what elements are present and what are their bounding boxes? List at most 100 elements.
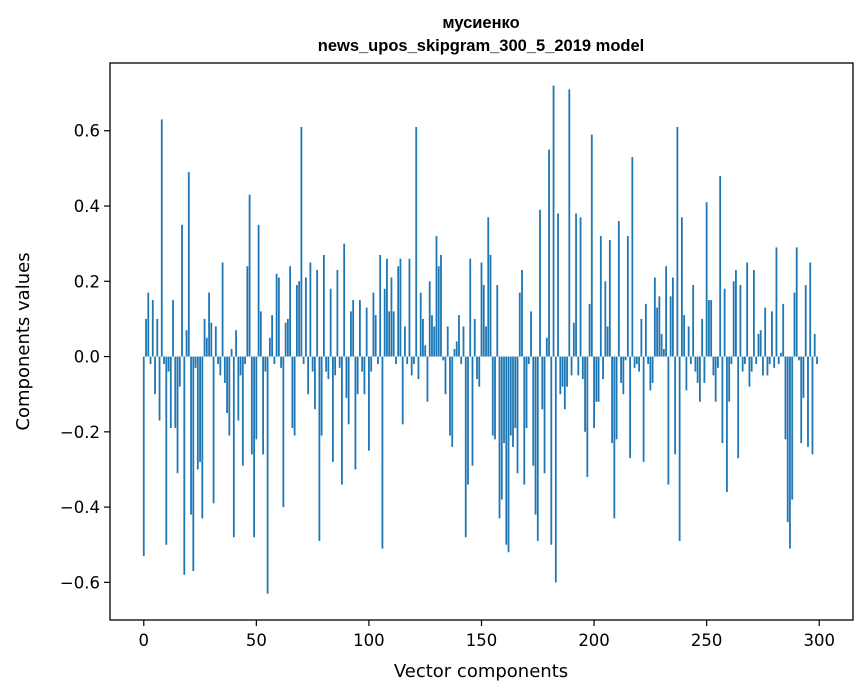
bar <box>235 330 237 357</box>
bar <box>350 311 352 357</box>
bar <box>210 322 213 357</box>
bar <box>295 285 298 357</box>
bar <box>192 356 195 572</box>
bar <box>455 341 458 357</box>
x-tick-label: 0 <box>139 631 150 650</box>
bar <box>241 356 244 466</box>
bar <box>744 356 746 365</box>
bar <box>638 356 641 372</box>
y-tick-label: 0.2 <box>74 272 100 291</box>
bar <box>813 333 816 357</box>
bar <box>525 356 528 429</box>
y-tick-label: −0.4 <box>60 498 100 517</box>
bar <box>784 356 787 440</box>
bar <box>325 356 328 372</box>
bar <box>611 356 613 444</box>
bar <box>656 307 659 357</box>
bar <box>262 356 264 455</box>
bar <box>671 277 674 357</box>
y-tick-label: 0.4 <box>74 197 100 216</box>
bar <box>406 356 409 365</box>
bar <box>617 221 620 357</box>
bar <box>548 149 550 357</box>
bar <box>404 326 406 357</box>
bar <box>712 356 715 376</box>
bar <box>665 266 668 357</box>
bar <box>705 202 708 357</box>
bar <box>347 356 350 425</box>
bar <box>352 300 355 357</box>
bar <box>579 217 582 357</box>
bar <box>588 303 591 357</box>
bar <box>759 330 762 357</box>
bar <box>377 356 379 365</box>
bar <box>449 356 451 436</box>
y-axis-label: Components values <box>13 252 34 430</box>
bar <box>507 356 510 553</box>
bar <box>791 356 794 500</box>
bar <box>503 356 505 444</box>
bar <box>410 356 413 376</box>
bar <box>417 356 420 380</box>
bar <box>158 356 161 421</box>
bar <box>642 356 645 462</box>
bar <box>807 356 809 447</box>
bar <box>660 333 663 357</box>
bar <box>581 356 584 380</box>
bar <box>782 303 785 357</box>
bar <box>286 318 289 357</box>
bar <box>561 356 564 387</box>
bar <box>313 356 316 410</box>
bar <box>694 356 697 372</box>
bar <box>755 356 758 365</box>
bar <box>361 356 364 372</box>
bar <box>232 356 235 538</box>
bar <box>300 126 303 357</box>
bar <box>190 356 192 515</box>
bar <box>223 356 226 383</box>
bar <box>203 318 206 357</box>
bar <box>462 326 465 357</box>
bar <box>633 356 636 368</box>
bar <box>237 356 240 421</box>
bar <box>440 254 442 357</box>
bar <box>523 356 526 485</box>
bar <box>478 356 481 387</box>
bar <box>169 356 172 429</box>
bar <box>737 356 740 459</box>
bar <box>683 315 686 357</box>
bar <box>284 322 287 357</box>
bar <box>680 217 683 357</box>
bar <box>595 356 598 402</box>
bar <box>291 356 294 429</box>
bar <box>514 356 517 429</box>
bar <box>689 356 692 365</box>
bar <box>255 356 258 440</box>
bar <box>246 266 249 357</box>
bar <box>327 356 330 380</box>
bar <box>816 356 818 365</box>
bar <box>692 285 695 357</box>
bar <box>667 356 670 485</box>
bar <box>532 356 535 466</box>
bar <box>644 303 647 357</box>
bar <box>604 281 607 357</box>
bar <box>649 356 652 391</box>
bar <box>811 356 814 455</box>
y-tick-label: 0.0 <box>74 348 100 367</box>
x-tick-label: 300 <box>803 631 835 650</box>
bar <box>699 356 701 402</box>
bar <box>343 243 346 357</box>
bar <box>662 349 665 357</box>
bars-group <box>142 85 818 594</box>
bar <box>268 337 271 357</box>
bar <box>676 126 679 357</box>
bar <box>338 356 341 368</box>
bar <box>469 258 472 357</box>
bar <box>280 356 283 368</box>
x-tick-label: 50 <box>246 631 267 650</box>
bar <box>142 356 145 557</box>
bar <box>766 356 769 376</box>
x-axis-label: Vector components <box>394 661 568 682</box>
bar <box>151 300 154 357</box>
